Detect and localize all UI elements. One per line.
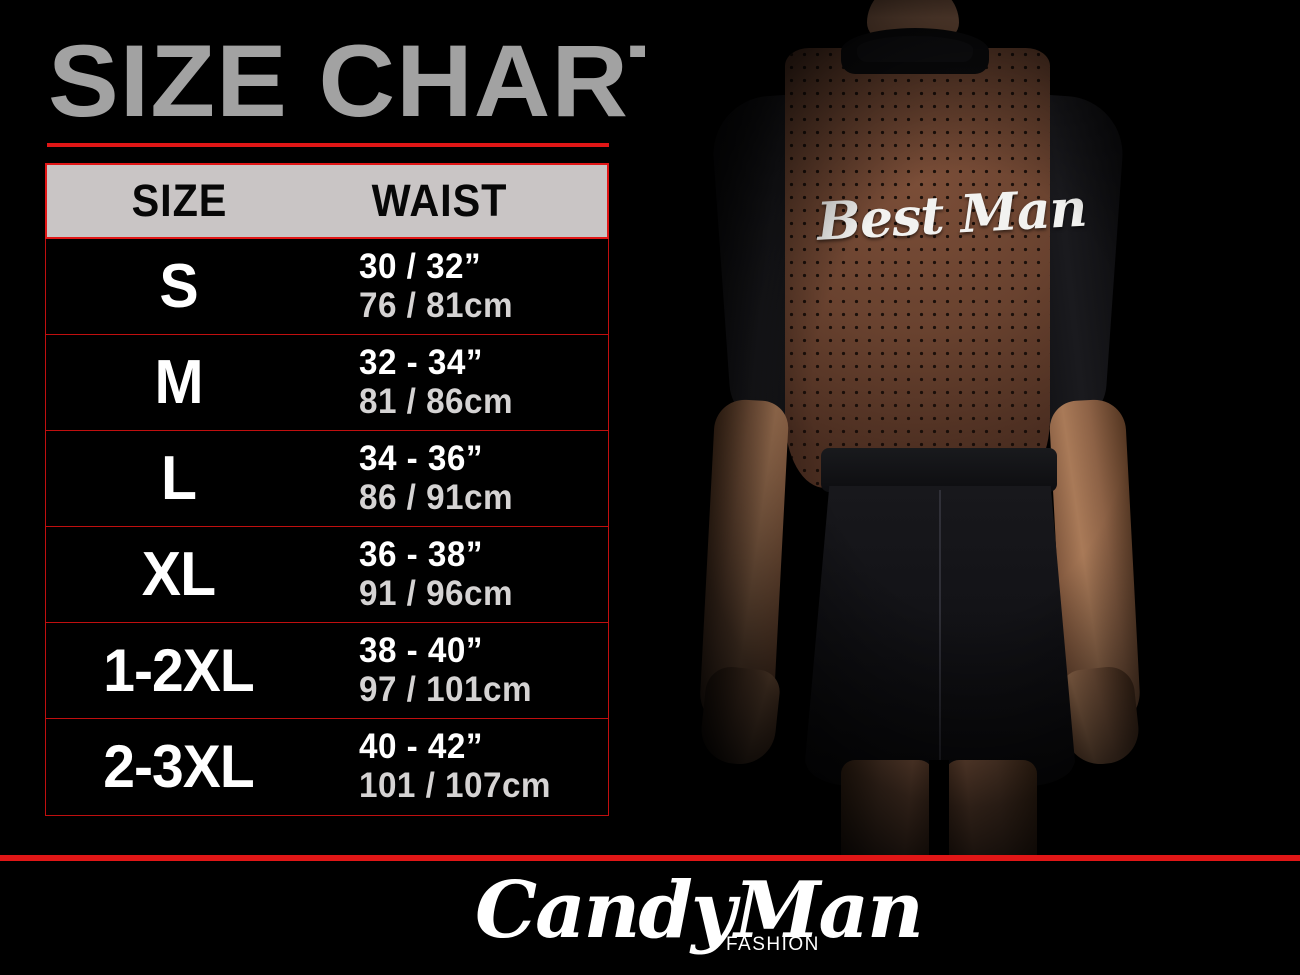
waist-centimeters: 86 / 91cm: [359, 477, 514, 517]
cell-waist: 30 / 32” 76 / 81cm: [311, 246, 608, 326]
model-hand-left: [698, 664, 782, 768]
product-photo: Best Man: [645, 0, 1300, 855]
waist-centimeters: 101 / 107cm: [359, 766, 551, 805]
model-leg-right: [945, 760, 1037, 855]
table-row: S 30 / 32” 76 / 81cm: [46, 239, 608, 335]
cell-size: S: [159, 251, 198, 321]
size-chart-table: SIZE WAIST S 30 / 32” 76 / 81cm M 32 - 3…: [45, 163, 609, 816]
cell-size: 2-3XL: [103, 733, 254, 800]
cell-waist: 36 - 38” 91 / 96cm: [311, 534, 608, 614]
waist-centimeters: 97 / 101cm: [359, 669, 532, 709]
cell-size: XL: [141, 539, 216, 609]
waist-inches: 36 - 38”: [359, 534, 483, 574]
brand-logo: CandyMan FASHION: [0, 865, 1300, 968]
table-row: 1-2XL 38 - 40” 97 / 101cm: [46, 623, 608, 719]
waist-inches: 40 - 42”: [359, 727, 483, 766]
mesh-texture-overlay: [785, 48, 1050, 488]
table-row: L 34 - 36” 86 / 91cm: [46, 431, 608, 527]
waist-inches: 34 - 36”: [359, 438, 483, 478]
garment-print-text: Best Man: [815, 177, 1088, 253]
waist-inches: 30 / 32”: [359, 246, 482, 286]
title-underline-rule: [47, 143, 609, 147]
waist-centimeters: 81 / 86cm: [359, 381, 514, 421]
table-body: S 30 / 32” 76 / 81cm M 32 - 34” 81 / 86c…: [45, 239, 609, 816]
garment-skirt-seam: [939, 490, 941, 782]
waist-inches: 32 - 34”: [359, 342, 483, 382]
column-header-size: SIZE: [131, 175, 228, 226]
waist-centimeters: 76 / 81cm: [359, 285, 514, 325]
brand-tagline: FASHION: [726, 934, 820, 955]
table-row: 2-3XL 40 - 42” 101 / 107cm: [46, 719, 608, 815]
cell-waist: 38 - 40” 97 / 101cm: [311, 630, 608, 710]
waist-inches: 38 - 40”: [359, 630, 483, 670]
page-title: SIZE CHART: [48, 24, 695, 138]
column-header-waist: WAIST: [371, 175, 508, 226]
model-leg-gap: [929, 760, 949, 855]
cell-waist: 40 - 42” 101 / 107cm: [311, 728, 608, 806]
cell-waist: 32 - 34” 81 / 86cm: [311, 342, 608, 422]
cell-size: L: [160, 443, 197, 513]
garment-collar-inner: [857, 36, 973, 62]
brand-name: CandyMan: [475, 865, 924, 956]
cell-waist: 34 - 36” 86 / 91cm: [311, 438, 608, 518]
garment-waistband: [821, 448, 1057, 492]
model-leg-left: [841, 760, 933, 855]
cell-size: 1-2XL: [103, 636, 254, 704]
waist-centimeters: 91 / 96cm: [359, 573, 514, 613]
table-row: XL 36 - 38” 91 / 96cm: [46, 527, 608, 623]
table-header-row: SIZE WAIST: [45, 163, 609, 239]
footer-divider-rule: [0, 855, 1300, 861]
table-row: M 32 - 34” 81 / 86cm: [46, 335, 608, 431]
cell-size: M: [154, 347, 203, 417]
